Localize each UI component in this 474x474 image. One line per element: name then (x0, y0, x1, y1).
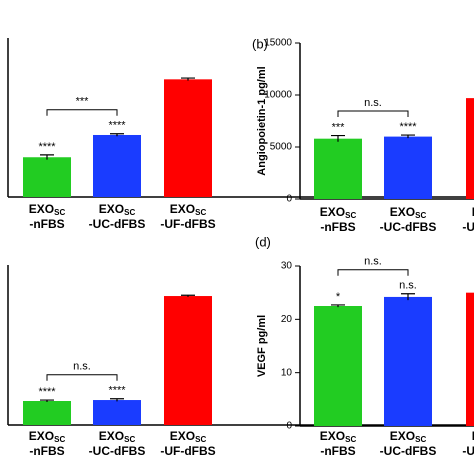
error-bar (110, 133, 124, 137)
category-sub: SC (124, 208, 135, 217)
category-suffix: -UF-dFBS (462, 444, 474, 458)
panel-label: (b) (252, 36, 268, 51)
error-bar (110, 398, 124, 402)
category-name: EXO (170, 202, 195, 216)
comparison-bracket (337, 110, 409, 118)
category-label: EXOSC (390, 205, 427, 220)
category-label: EXOSC (170, 202, 207, 217)
category-label: EXOSC (29, 429, 66, 444)
category-name: EXO (390, 429, 415, 443)
y-tick-label: 30 (281, 261, 293, 272)
error-bar (401, 134, 415, 139)
bar (23, 157, 71, 197)
y-tick-label: 0 (286, 421, 292, 432)
comparison-label: n.s. (364, 97, 382, 109)
comparison-bracket (46, 374, 118, 381)
y-tick-label: 0 (286, 194, 292, 205)
category-suffix: -UC-dFBS (89, 444, 146, 458)
bar (23, 401, 71, 425)
category-suffix: -nFBS (29, 217, 64, 231)
significance-label: **** (399, 121, 417, 133)
category-label: EXOSC (320, 429, 357, 444)
category-name: EXO (472, 205, 474, 219)
category-label: EXOSC (472, 205, 474, 220)
error-bar (401, 293, 415, 301)
significance-label: **** (108, 385, 126, 397)
bar (314, 138, 362, 199)
category-suffix: -UC-dFBS (380, 220, 437, 234)
significance-label: * (336, 291, 341, 303)
error-bar (181, 294, 195, 297)
category-name: EXO (390, 205, 415, 219)
category-sub: SC (345, 435, 356, 444)
comparison-bracket (46, 109, 118, 116)
y-tick-label: 5000 (270, 142, 293, 153)
category-label: EXOSC (99, 202, 136, 217)
category-label: EXOSC (390, 429, 427, 444)
significance-label: n.s. (399, 280, 417, 292)
comparison-label: n.s. (364, 256, 382, 268)
bar (384, 136, 432, 199)
category-name: EXO (472, 429, 474, 443)
category-suffix: -nFBS (29, 444, 64, 458)
category-suffix: -nFBS (320, 220, 355, 234)
bar (164, 79, 212, 197)
comparison-label: *** (76, 96, 90, 108)
significance-label: **** (108, 120, 126, 132)
bar (384, 296, 432, 426)
y-tick-label: 10000 (264, 90, 292, 101)
y-tick-label: 20 (281, 314, 293, 325)
category-sub: SC (345, 211, 356, 220)
category-sub: SC (415, 435, 426, 444)
category-suffix: -UF-dFBS (462, 220, 474, 234)
bar (164, 296, 212, 425)
category-sub: SC (54, 435, 65, 444)
category-suffix: -nFBS (320, 444, 355, 458)
category-name: EXO (170, 429, 195, 443)
y-axis-label: Angiopoietin-1 pg/ml (256, 66, 268, 175)
significance-label: **** (38, 386, 56, 398)
category-sub: SC (195, 435, 206, 444)
bar (314, 306, 362, 426)
bar (466, 292, 474, 426)
category-name: EXO (99, 429, 124, 443)
error-bar (331, 304, 345, 308)
category-suffix: -UF-dFBS (160, 217, 215, 231)
category-name: EXO (320, 429, 345, 443)
error-bar (40, 154, 54, 160)
category-label: EXOSC (99, 429, 136, 444)
bar (466, 98, 474, 199)
error-bar (40, 399, 54, 402)
comparison-bracket (337, 269, 409, 276)
significance-label: **** (38, 141, 56, 153)
category-sub: SC (415, 211, 426, 220)
category-label: EXOSC (472, 429, 474, 444)
bar (93, 134, 141, 197)
category-suffix: -UC-dFBS (380, 444, 437, 458)
category-label: EXOSC (29, 202, 66, 217)
category-suffix: -UF-dFBS (160, 444, 215, 458)
category-name: EXO (99, 202, 124, 216)
y-tick-label: 15000 (264, 38, 292, 49)
comparison-label: n.s. (73, 361, 91, 373)
category-name: EXO (320, 205, 345, 219)
bar (93, 400, 141, 425)
significance-label: *** (332, 121, 346, 133)
category-label: EXOSC (170, 429, 207, 444)
category-sub: SC (195, 208, 206, 217)
category-name: EXO (29, 429, 54, 443)
error-bar (181, 77, 195, 81)
category-name: EXO (29, 202, 54, 216)
y-axis-label: VEGF pg/ml (256, 315, 268, 377)
category-suffix: -UC-dFBS (89, 217, 146, 231)
category-label: EXOSC (320, 205, 357, 220)
y-tick-label: 10 (281, 367, 293, 378)
panel-label: (d) (255, 234, 271, 249)
category-sub: SC (124, 435, 135, 444)
error-bar (331, 134, 345, 142)
category-sub: SC (54, 208, 65, 217)
